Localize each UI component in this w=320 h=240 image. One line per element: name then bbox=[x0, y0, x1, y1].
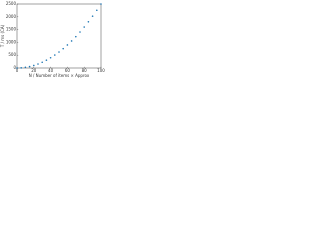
x-tick-label: 60 bbox=[65, 68, 71, 73]
point bbox=[24, 66, 27, 69]
y-tick-label: 1500 bbox=[6, 27, 17, 32]
point bbox=[33, 64, 35, 67]
plot-frame bbox=[16, 3, 102, 69]
x-tick-label: 20 bbox=[31, 68, 37, 73]
page: {"chart_data": {"type": "scatter", "xlab… bbox=[0, 0, 320, 80]
point bbox=[79, 31, 81, 33]
x-tick-label: 0 bbox=[16, 68, 19, 73]
point bbox=[100, 3, 102, 5]
point bbox=[49, 56, 52, 59]
y-tick-label: 2000 bbox=[6, 14, 17, 19]
chart: N / Number of items × Approx T / ms (CA)… bbox=[0, 1, 105, 78]
point bbox=[16, 67, 18, 69]
point bbox=[62, 47, 64, 50]
point bbox=[70, 40, 73, 42]
y-tick-label: 1000 bbox=[6, 39, 17, 44]
point bbox=[41, 61, 43, 64]
point bbox=[37, 63, 39, 65]
x-tick-label: 40 bbox=[48, 68, 54, 73]
point bbox=[96, 9, 98, 12]
y-axis-label: T / ms (CA) bbox=[0, 24, 5, 48]
x-tick-label: 80 bbox=[82, 68, 88, 73]
point bbox=[45, 59, 48, 61]
point bbox=[58, 51, 60, 53]
x-tick-label: 100 bbox=[97, 68, 105, 73]
point bbox=[83, 26, 85, 28]
y-tick-label: 500 bbox=[8, 52, 16, 57]
point bbox=[28, 65, 31, 68]
y-tick-label: 0 bbox=[13, 65, 16, 70]
point bbox=[87, 20, 90, 23]
point bbox=[20, 67, 23, 69]
y-tick-label: 2500 bbox=[6, 1, 17, 6]
point bbox=[66, 44, 69, 46]
point bbox=[91, 15, 94, 17]
point bbox=[54, 54, 56, 56]
x-axis-label: N / Number of items × Approx bbox=[29, 73, 90, 78]
point bbox=[75, 35, 77, 38]
